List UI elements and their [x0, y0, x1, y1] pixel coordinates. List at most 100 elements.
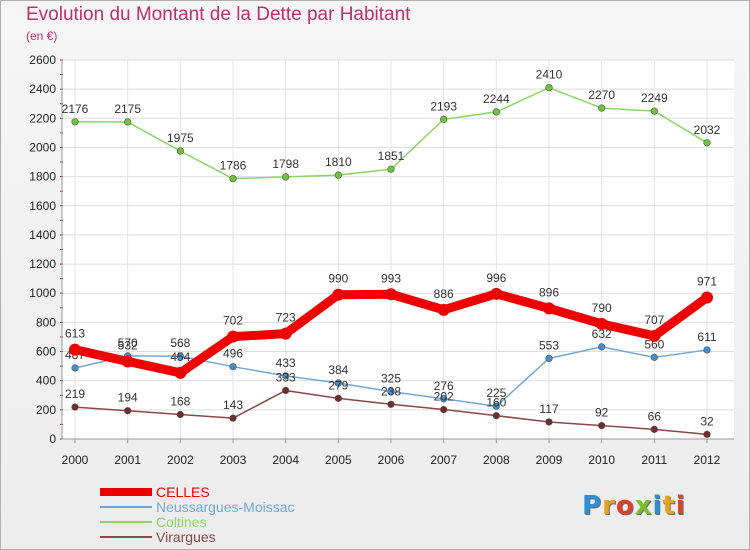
legend-label: Neussargues-Moissac — [156, 498, 295, 515]
legend-label: Coltines — [156, 513, 207, 530]
data-label: 66 — [648, 409, 662, 423]
y-tick-label: 1200 — [29, 257, 56, 271]
data-point — [701, 291, 713, 304]
data-point — [71, 403, 79, 411]
y-tick-label: 1400 — [29, 228, 56, 242]
data-point — [650, 107, 658, 115]
data-point — [387, 388, 395, 396]
data-label: 790 — [592, 301, 612, 315]
data-point — [595, 317, 608, 330]
data-point — [543, 302, 555, 315]
data-point — [334, 171, 342, 179]
data-point — [492, 402, 500, 410]
y-tick-label: 1600 — [29, 199, 56, 213]
data-point — [440, 115, 448, 123]
data-label: 160 — [486, 396, 506, 410]
data-label: 2270 — [588, 88, 615, 102]
y-tick-label: 1000 — [29, 286, 56, 300]
data-label: 168 — [170, 395, 190, 409]
data-label: 702 — [223, 314, 243, 328]
data-label: 433 — [276, 356, 296, 370]
series-celles: 613 532 454 702 723 990 993 886 996 896 790 707 971 — [65, 271, 717, 379]
data-label: 2193 — [430, 99, 457, 113]
data-label: 553 — [539, 338, 559, 352]
data-label: 2032 — [694, 123, 721, 137]
data-label: 276 — [434, 379, 454, 393]
legend-swatch — [100, 520, 152, 523]
data-point — [440, 405, 448, 414]
data-point — [69, 343, 81, 356]
data-point — [229, 363, 237, 371]
data-label: 2244 — [483, 92, 510, 106]
data-label: 632 — [592, 327, 612, 341]
chart-subtitle: (en €) — [26, 29, 58, 43]
data-label: 990 — [328, 272, 348, 286]
data-label: 613 — [65, 327, 85, 341]
series-virargues: 219 194 168 143 333 279 238 202 160 117 92 66 32 — [65, 370, 714, 438]
data-point — [229, 414, 237, 422]
data-point — [387, 165, 395, 173]
data-label: 92 — [595, 406, 609, 420]
data-point — [176, 410, 184, 419]
data-label: 2249 — [641, 91, 668, 105]
legend-swatch — [100, 535, 152, 538]
data-point — [440, 395, 448, 403]
data-label: 1798 — [272, 157, 299, 171]
data-label: 219 — [65, 387, 85, 401]
data-label: 611 — [697, 330, 716, 344]
data-label: 1851 — [378, 149, 405, 163]
data-label: 279 — [328, 378, 348, 392]
legend-item: Virargues — [100, 528, 295, 545]
x-tick-label: 2005 — [325, 453, 352, 467]
data-label: 1810 — [325, 155, 352, 169]
chart-title: Evolution du Montant de la Dette par Hab… — [26, 4, 411, 25]
data-point — [334, 379, 342, 387]
x-tick-label: 2000 — [62, 453, 89, 467]
x-tick-label: 2003 — [220, 453, 247, 467]
x-tick-label: 2006 — [378, 453, 405, 467]
data-point — [124, 118, 132, 126]
data-point — [650, 425, 658, 433]
data-point — [71, 364, 79, 372]
data-point — [334, 394, 342, 402]
chart-legend: CELLES Neussargues-Moissac Coltines Virargu… — [100, 483, 295, 545]
legend-label: Virargues — [156, 528, 216, 545]
y-tick-label: 0 — [49, 432, 56, 446]
data-point — [437, 303, 450, 316]
data-point — [282, 386, 290, 395]
legend-label: CELLES — [156, 483, 210, 500]
data-point — [174, 366, 187, 379]
data-label: 532 — [118, 338, 138, 352]
data-point — [227, 330, 239, 343]
data-point — [385, 288, 397, 301]
data-label: 971 — [697, 274, 717, 288]
data-label: 2175 — [114, 102, 141, 116]
data-point — [387, 400, 395, 408]
data-point — [492, 412, 500, 420]
data-point — [279, 327, 292, 340]
y-tick-label: 800 — [36, 315, 56, 329]
legend-item: Coltines — [100, 513, 295, 530]
data-label: 333 — [276, 370, 296, 384]
x-tick-label: 2008 — [483, 453, 510, 467]
x-tick-label: 2010 — [588, 453, 615, 467]
data-point — [650, 353, 658, 361]
legend-swatch — [100, 487, 152, 496]
data-point — [282, 173, 290, 181]
series-coltines: 2176 2175 1975 1786 1798 1810 1851 2193 2244 2410… — [62, 68, 721, 183]
data-label: 723 — [276, 311, 296, 325]
data-point — [598, 421, 606, 430]
x-tick-label: 2011 — [641, 453, 667, 467]
data-label: 454 — [170, 350, 190, 364]
data-point — [124, 407, 132, 415]
data-label: 238 — [381, 384, 401, 398]
data-label: 1975 — [167, 131, 194, 145]
data-point — [545, 354, 553, 362]
data-point — [71, 118, 79, 126]
data-point — [121, 355, 134, 368]
data-label: 225 — [486, 386, 506, 400]
data-label: 496 — [223, 347, 243, 361]
y-tick-label: 600 — [36, 345, 56, 359]
y-tick-label: 200 — [36, 403, 56, 417]
x-tick-label: 2007 — [430, 453, 457, 467]
